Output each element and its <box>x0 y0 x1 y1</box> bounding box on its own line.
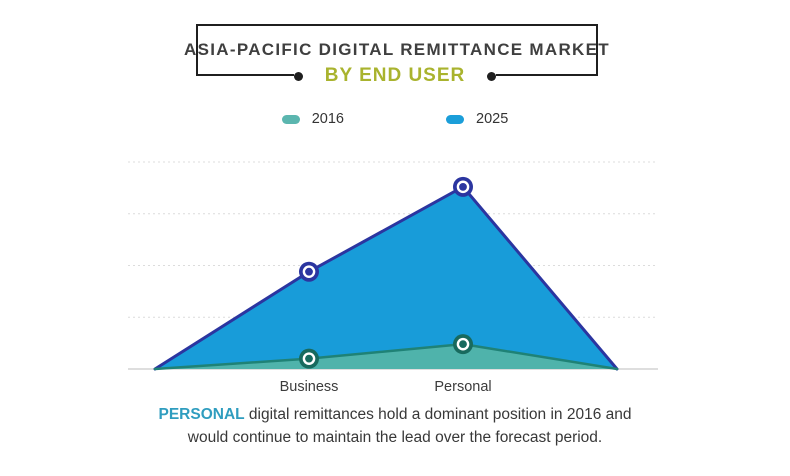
page-title: ASIA-PACIFIC DIGITAL REMITTANCE MARKET <box>184 40 610 59</box>
data-point-2016-business <box>299 348 319 369</box>
legend-label-2016: 2016 <box>311 111 344 127</box>
chart-caption: PERSONAL digital remittances hold a domi… <box>0 403 790 449</box>
caption-line-1: PERSONAL digital remittances hold a domi… <box>0 403 790 426</box>
chart-subtitle-text: BY END USER <box>324 65 466 86</box>
caption-line-2: would continue to maintain the lead over… <box>187 429 603 446</box>
caption-highlight: PERSONAL <box>158 406 245 423</box>
data-point-2025-personal <box>453 176 473 197</box>
x-axis-label-business: Business <box>280 379 339 395</box>
bullet-dot-left <box>293 71 303 81</box>
area-2016 <box>155 344 617 369</box>
legend-swatch-2016 <box>281 114 300 124</box>
bullet-dot-right <box>487 71 497 81</box>
chart-subtitle: BY END USER <box>293 63 497 89</box>
area-outline-2025 <box>153 185 619 371</box>
area-outline-2016 <box>153 342 619 371</box>
caption-line-1-rest: digital remittances hold a dominant posi… <box>244 406 632 423</box>
legend-item-2025[interactable]: 2025 <box>446 111 508 127</box>
chart-legend: 2016 2025 <box>0 111 790 127</box>
data-point-2016-personal <box>453 334 473 355</box>
data-point-2025-business <box>299 261 319 282</box>
legend-swatch-2025 <box>446 114 464 124</box>
legend-item-2016[interactable]: 2016 <box>281 111 344 127</box>
x-axis-label-personal: Personal <box>434 379 491 395</box>
legend-label-2025: 2025 <box>476 111 509 127</box>
